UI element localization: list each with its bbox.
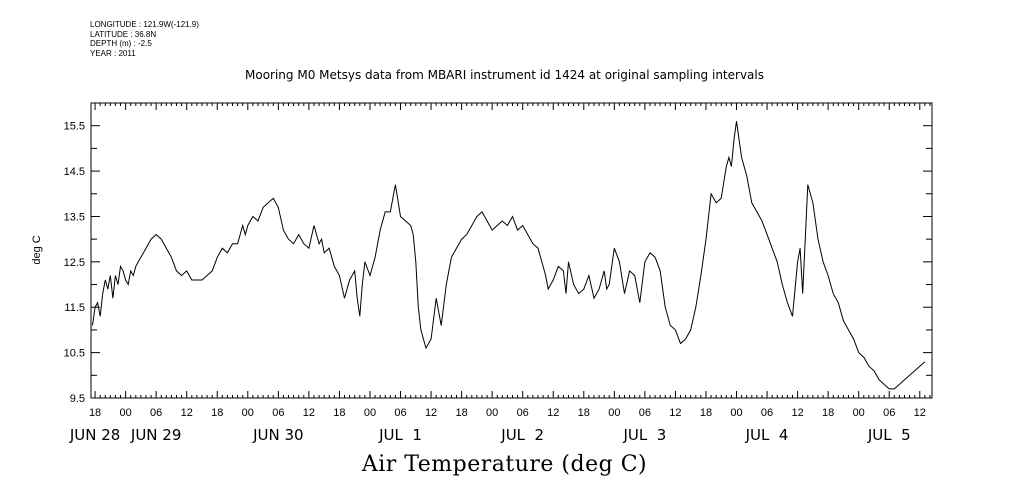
x-tick-labels: 18 00 06 12 18 00 06 12 18 00 06 12 18 00 06 12 18 00 06 12… xyxy=(69,407,926,444)
x-date-label: JUL 4 xyxy=(745,426,789,444)
y-tick-label: 11.5 xyxy=(64,302,85,314)
x-date-label: JUL 5 xyxy=(867,426,911,444)
x-hour-label: 18 xyxy=(211,407,223,419)
x-hour-label: 06 xyxy=(272,407,284,419)
x-date-label: JUN 30 xyxy=(252,426,303,444)
x-date-label: JUL 1 xyxy=(378,426,422,444)
x-hour-label: 06 xyxy=(639,407,651,419)
air-temperature-series-line xyxy=(92,121,926,390)
mooring-metadata: LONGITUDE : 121.9W(-121.9) LATITUDE : 36… xyxy=(90,20,199,58)
x-date-label: JUN 28 xyxy=(69,426,120,444)
x-hour-label: 12 xyxy=(914,407,926,419)
x-hour-label: 06 xyxy=(394,407,406,419)
y-tick-label: 15.5 xyxy=(64,121,85,133)
x-date-label: JUL 3 xyxy=(622,426,666,444)
x-hour-label: 06 xyxy=(517,407,529,419)
x-hour-label: 18 xyxy=(822,407,834,419)
x-hour-label: 00 xyxy=(853,407,865,419)
latitude-text: LATITUDE : 36.8N xyxy=(90,29,157,39)
x-hour-label: 06 xyxy=(761,407,773,419)
y-axis-label: deg C xyxy=(31,235,43,264)
y-tick-label: 13.5 xyxy=(64,211,85,223)
x-hour-label: 12 xyxy=(425,407,437,419)
x-hour-label: 18 xyxy=(333,407,345,419)
y-tick-labels: 9.5 10.5 11.5 12.5 13.5 14.5 15.5 xyxy=(64,121,85,405)
x-hour-label: 00 xyxy=(242,407,254,419)
x-hour-label: 12 xyxy=(547,407,559,419)
x-hour-label: 06 xyxy=(150,407,162,419)
y-tick-label: 9.5 xyxy=(70,393,85,405)
x-hour-label: 18 xyxy=(455,407,467,419)
x-hour-label: 12 xyxy=(669,407,681,419)
x-hour-label: 00 xyxy=(730,407,742,419)
x-hour-label: 00 xyxy=(364,407,376,419)
longitude-text: LONGITUDE : 121.9W(-121.9) xyxy=(90,20,199,29)
y-tick-label: 10.5 xyxy=(64,348,85,360)
x-hour-label: 00 xyxy=(486,407,498,419)
x-hour-label: 00 xyxy=(119,407,131,419)
x-hour-label: 06 xyxy=(883,407,895,419)
x-hour-label: 18 xyxy=(700,407,712,419)
x-hour-label: 12 xyxy=(791,407,803,419)
x-date-label: JUN 29 xyxy=(130,426,181,444)
x-date-label: JUL 2 xyxy=(500,426,544,444)
x-hour-label: 18 xyxy=(89,407,101,419)
x-hour-label: 12 xyxy=(181,407,193,419)
year-text: YEAR : 2011 xyxy=(90,48,136,58)
axis-ticks xyxy=(91,102,932,399)
depth-text: DEPTH (m) : -2.5 xyxy=(90,39,152,48)
x-axis-label: Air Temperature (deg C) xyxy=(361,452,648,477)
plot-frame xyxy=(90,102,933,399)
y-tick-label: 12.5 xyxy=(64,257,85,269)
chart-title: Mooring M0 Metsys data from MBARI instru… xyxy=(245,68,764,82)
y-tick-label: 14.5 xyxy=(64,166,85,178)
x-hour-label: 18 xyxy=(578,407,590,419)
x-hour-label: 00 xyxy=(608,407,620,419)
x-hour-label: 12 xyxy=(303,407,315,419)
